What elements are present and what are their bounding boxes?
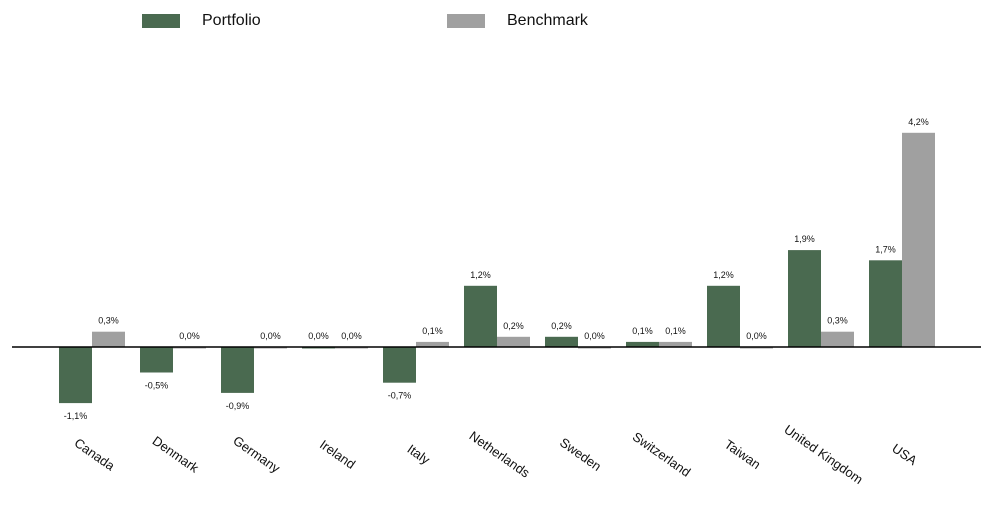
data-label-portfolio-sweden: 0,2% xyxy=(551,321,572,331)
x-tick-ireland: Ireland xyxy=(317,437,358,472)
data-label-portfolio-italy: -0,7% xyxy=(388,391,412,401)
bar-benchmark-canada xyxy=(92,331,125,347)
data-label-benchmark-germany: 0,0% xyxy=(260,331,281,341)
bar-benchmark-netherlands xyxy=(497,336,530,347)
data-label-portfolio-taiwan: 1,2% xyxy=(713,270,734,280)
data-label-portfolio-usa: 1,7% xyxy=(875,244,896,254)
data-label-benchmark-netherlands: 0,2% xyxy=(503,321,524,331)
bar-benchmark-switzerland xyxy=(659,341,692,347)
bar-portfolio-switzerland xyxy=(626,341,659,347)
x-tick-italy: Italy xyxy=(405,441,434,467)
data-label-benchmark-usa: 4,2% xyxy=(908,117,929,127)
bar-portfolio-sweden xyxy=(545,336,578,347)
data-label-portfolio-canada: -1,1% xyxy=(64,411,88,421)
bar-portfolio-usa xyxy=(869,260,902,347)
x-tick-usa: USA xyxy=(889,441,920,469)
portfolio-legend-label: Portfolio xyxy=(202,12,261,29)
x-tick-netherlands: Netherlands xyxy=(467,428,533,481)
data-label-benchmark-united-kingdom: 0,3% xyxy=(827,316,848,326)
x-tick-switzerland: Switzerland xyxy=(630,429,694,480)
bar-portfolio-canada xyxy=(59,347,92,404)
data-label-portfolio-switzerland: 0,1% xyxy=(632,326,653,336)
data-label-benchmark-sweden: 0,0% xyxy=(584,331,605,341)
bar-benchmark-united-kingdom xyxy=(821,331,854,347)
benchmark-legend-label: Benchmark xyxy=(507,12,588,29)
data-label-benchmark-ireland: 0,0% xyxy=(341,331,362,341)
legend-portfolio: Portfolio xyxy=(142,12,261,30)
data-label-benchmark-taiwan: 0,0% xyxy=(746,331,767,341)
data-label-benchmark-switzerland: 0,1% xyxy=(665,326,686,336)
benchmark-swatch xyxy=(447,14,485,28)
data-label-portfolio-denmark: -0,5% xyxy=(145,381,169,391)
x-tick-taiwan: Taiwan xyxy=(722,437,764,472)
bar-portfolio-netherlands xyxy=(464,285,497,347)
bar-benchmark-italy xyxy=(416,341,449,347)
data-label-portfolio-germany: -0,9% xyxy=(226,401,250,411)
x-tick-canada: Canada xyxy=(72,435,119,474)
data-label-portfolio-netherlands: 1,2% xyxy=(470,270,491,280)
x-tick-denmark: Denmark xyxy=(150,433,202,476)
x-tick-germany: Germany xyxy=(230,433,283,476)
bar-benchmark-usa xyxy=(902,132,935,347)
data-label-portfolio-united-kingdom: 1,9% xyxy=(794,234,815,244)
data-label-benchmark-denmark: 0,0% xyxy=(179,331,200,341)
data-label-benchmark-canada: 0,3% xyxy=(98,316,119,326)
bar-portfolio-taiwan xyxy=(707,285,740,347)
portfolio-swatch xyxy=(142,14,180,28)
bar-portfolio-denmark xyxy=(140,347,173,373)
data-label-portfolio-ireland: 0,0% xyxy=(308,331,329,341)
bar-portfolio-italy xyxy=(383,347,416,383)
x-tick-sweden: Sweden xyxy=(557,435,604,474)
data-label-benchmark-italy: 0,1% xyxy=(422,326,443,336)
bar-portfolio-united-kingdom xyxy=(788,250,821,347)
bar-portfolio-germany xyxy=(221,347,254,393)
legend-benchmark: Benchmark xyxy=(447,12,588,30)
x-tick-united-kingdom: United Kingdom xyxy=(781,422,865,487)
